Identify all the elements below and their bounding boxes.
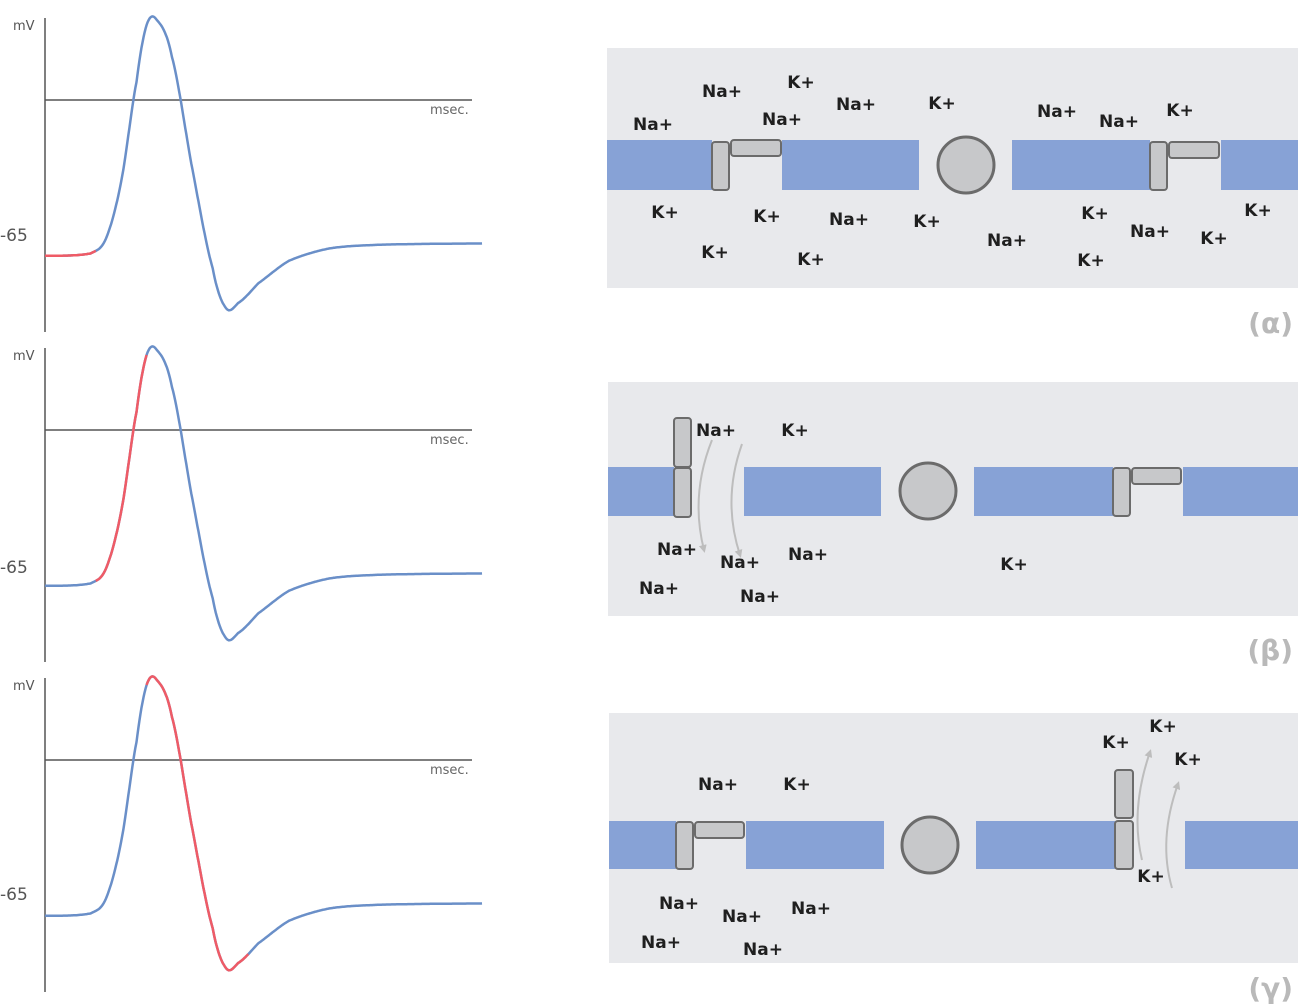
voltage-trace xyxy=(44,675,483,972)
potassium-ion-label: K+ xyxy=(1174,750,1201,770)
potassium-ion-label: K+ xyxy=(928,94,955,114)
potassium-ion-label: K+ xyxy=(1149,717,1176,737)
potassium-ion-label: K+ xyxy=(781,421,808,441)
membrane-segment xyxy=(607,140,712,190)
x-unit-label: msec. xyxy=(430,763,469,778)
sodium-influx-arrows xyxy=(697,439,743,558)
potassium-ion-label: K+ xyxy=(1081,204,1108,224)
potassium-channel-closed xyxy=(1149,141,1220,191)
ion-labels: Na+ K+ K+ K+ K+ K+ Na+ Na+ Na+ Na+ Na+ xyxy=(641,717,1202,960)
sodium-channel-open xyxy=(673,417,692,518)
potassium-ion-label: K+ xyxy=(913,212,940,232)
membrane-segment xyxy=(746,821,884,869)
sodium-ion-label: Na+ xyxy=(702,82,742,102)
sodium-ion-label: Na+ xyxy=(762,110,802,130)
potassium-ion-label: K+ xyxy=(1244,201,1271,221)
resting-potential-label: -65 xyxy=(0,558,28,578)
y-unit-label: mV xyxy=(13,679,35,694)
voltage-graph-gamma: mV msec. -65 xyxy=(0,675,483,992)
potassium-ion-label: K+ xyxy=(797,250,824,270)
sodium-ion-label: Na+ xyxy=(722,907,762,927)
sodium-ion-label: Na+ xyxy=(657,540,697,560)
potassium-ion-label: K+ xyxy=(1102,733,1129,753)
sodium-ion-label: Na+ xyxy=(1130,222,1170,242)
sodium-ion-label: Na+ xyxy=(633,115,673,135)
sodium-ion-label: Na+ xyxy=(836,95,876,115)
sodium-ion-label: Na+ xyxy=(1037,102,1077,122)
membrane-segment xyxy=(608,467,674,516)
membrane-segment xyxy=(1012,140,1150,190)
potassium-channel-open xyxy=(1114,769,1134,870)
sodium-ion-label: Na+ xyxy=(720,553,760,573)
panel-label: (α) xyxy=(1248,307,1293,340)
sodium-channel-closed xyxy=(711,139,782,191)
panel-label: (β) xyxy=(1247,634,1293,667)
ion-labels: Na+ K+ Na+ Na+ Na+ Na+ Na+ K+ xyxy=(639,421,1028,607)
potassium-ion-label: K+ xyxy=(651,203,678,223)
x-unit-label: msec. xyxy=(430,103,469,118)
potassium-ion-label: K+ xyxy=(1137,867,1164,887)
sodium-ion-label: Na+ xyxy=(698,775,738,795)
sodium-ion-label: Na+ xyxy=(829,210,869,230)
sodium-ion-label: Na+ xyxy=(696,421,736,441)
voltage-graph-beta: mV msec. -65 xyxy=(0,345,483,662)
ion-pump-icon xyxy=(898,461,958,521)
highlighted-trace-segment xyxy=(44,249,97,258)
sodium-ion-label: Na+ xyxy=(740,587,780,607)
sodium-ion-label: Na+ xyxy=(788,545,828,565)
ion-pump-icon xyxy=(900,815,960,875)
potassium-ion-label: K+ xyxy=(753,207,780,227)
y-unit-label: mV xyxy=(13,19,35,34)
sodium-ion-label: Na+ xyxy=(659,894,699,914)
highlighted-trace-segment xyxy=(95,354,148,582)
membrane-segment xyxy=(976,821,1115,869)
membrane-segment xyxy=(974,467,1113,516)
resting-potential-label: -65 xyxy=(0,226,28,246)
sodium-channel-closed xyxy=(675,821,745,870)
sodium-ion-label: Na+ xyxy=(791,899,831,919)
membrane-panel-gamma: Na+ K+ K+ K+ K+ K+ Na+ Na+ Na+ Na+ Na+ (γ) xyxy=(609,713,1298,1005)
membrane-panel-beta: Na+ K+ Na+ Na+ Na+ Na+ Na+ K+ (β) xyxy=(608,382,1298,667)
resting-potential-label: -65 xyxy=(0,885,28,905)
potassium-ion-label: K+ xyxy=(787,73,814,93)
membrane-segment xyxy=(1183,467,1298,516)
panel-label: (γ) xyxy=(1248,972,1293,1005)
membrane-panel-alpha: Na+Na+ K+Na+Na+ K+ Na+ Na+K+K+ K+ Na+ K+K+ K+Na+… xyxy=(607,48,1298,340)
highlighted-trace-segment xyxy=(145,675,250,972)
voltage-trace xyxy=(44,15,483,312)
potassium-ion-label: K+ xyxy=(1000,555,1027,575)
potassium-ion-label: K+ xyxy=(1166,101,1193,121)
voltage-graph-alpha: mV msec. -65 xyxy=(0,15,483,332)
potassium-efflux-arrows xyxy=(1136,749,1181,889)
membrane-segment xyxy=(1185,821,1298,869)
sodium-ion-label: Na+ xyxy=(641,933,681,953)
ion-labels: Na+Na+ K+Na+Na+ K+ Na+ Na+K+K+ K+ Na+ K+K+ K+Na+… xyxy=(633,73,1272,271)
sodium-ion-label: Na+ xyxy=(987,231,1027,251)
ion-pump-icon xyxy=(936,135,996,195)
sodium-ion-label: Na+ xyxy=(743,940,783,960)
potassium-ion-label: K+ xyxy=(1200,229,1227,249)
potassium-ion-label: K+ xyxy=(701,243,728,263)
potassium-ion-label: K+ xyxy=(1077,251,1104,271)
x-unit-label: msec. xyxy=(430,433,469,448)
membrane-segment xyxy=(1221,140,1298,190)
y-unit-label: mV xyxy=(13,349,35,364)
sodium-ion-label: Na+ xyxy=(639,579,679,599)
voltage-trace xyxy=(44,345,483,642)
membrane-segment xyxy=(744,467,881,516)
membrane-segment xyxy=(609,821,676,869)
potassium-channel-closed xyxy=(1112,467,1182,517)
membrane-segment xyxy=(782,140,919,190)
sodium-ion-label: Na+ xyxy=(1099,112,1139,132)
potassium-ion-label: K+ xyxy=(783,775,810,795)
